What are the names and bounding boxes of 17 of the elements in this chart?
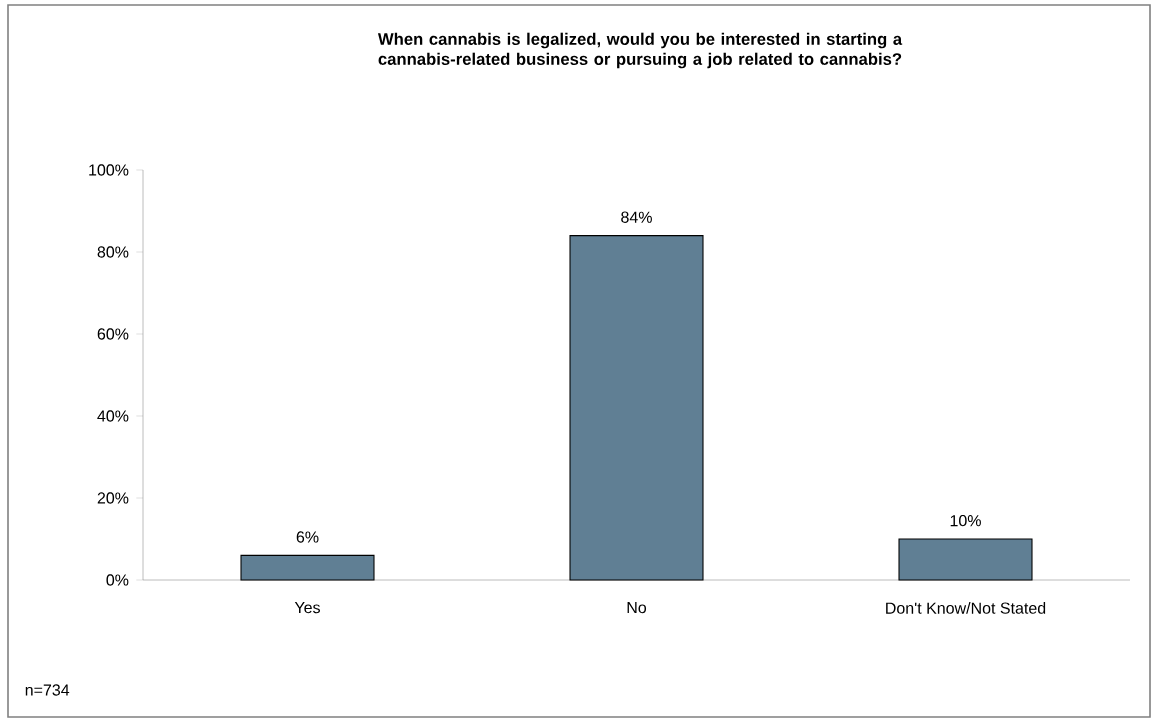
- x-tick-label: Yes: [294, 602, 320, 614]
- y-tick-label: 40%: [97, 410, 129, 422]
- x-tick-label: Don't Know/Not Stated: [886, 602, 1046, 614]
- y-tick-label: 60%: [97, 328, 129, 340]
- chart-title: When cannabis is legalized, would you be interested in starting a cannabis-related business or pursuing a job related to cannabis?: [377, 32, 903, 69]
- y-tick-label: 20%: [97, 492, 129, 504]
- y-tick-label: 100%: [89, 164, 129, 176]
- bar: [569, 235, 704, 581]
- text: n=734: [25, 684, 70, 696]
- bar: [898, 538, 1033, 581]
- y-tick-label: 80%: [97, 246, 129, 258]
- bar: [240, 554, 375, 581]
- x-tick-label: No: [627, 602, 647, 614]
- data-label: 10%: [950, 514, 981, 527]
- data-label: 84%: [621, 211, 652, 223]
- y-tick-label: 0%: [106, 574, 129, 586]
- data-label: 6%: [296, 531, 319, 543]
